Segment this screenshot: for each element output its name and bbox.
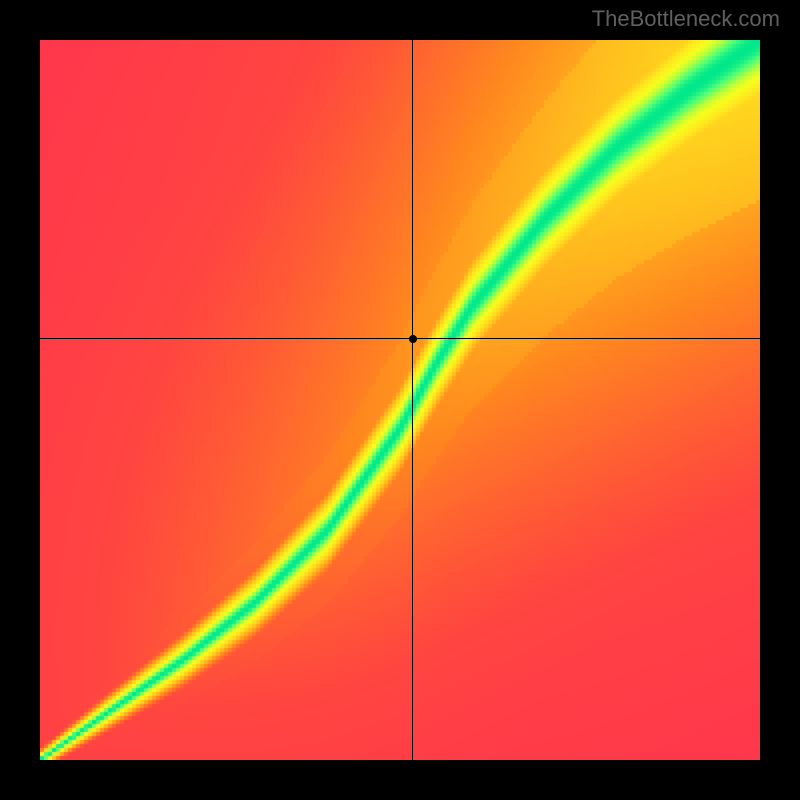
heatmap-plot xyxy=(40,40,760,760)
crosshair-horizontal xyxy=(40,338,760,339)
heatmap-canvas xyxy=(40,40,760,760)
marker-point xyxy=(409,335,417,343)
watermark-text: TheBottleneck.com xyxy=(592,6,780,32)
crosshair-vertical xyxy=(412,40,413,760)
